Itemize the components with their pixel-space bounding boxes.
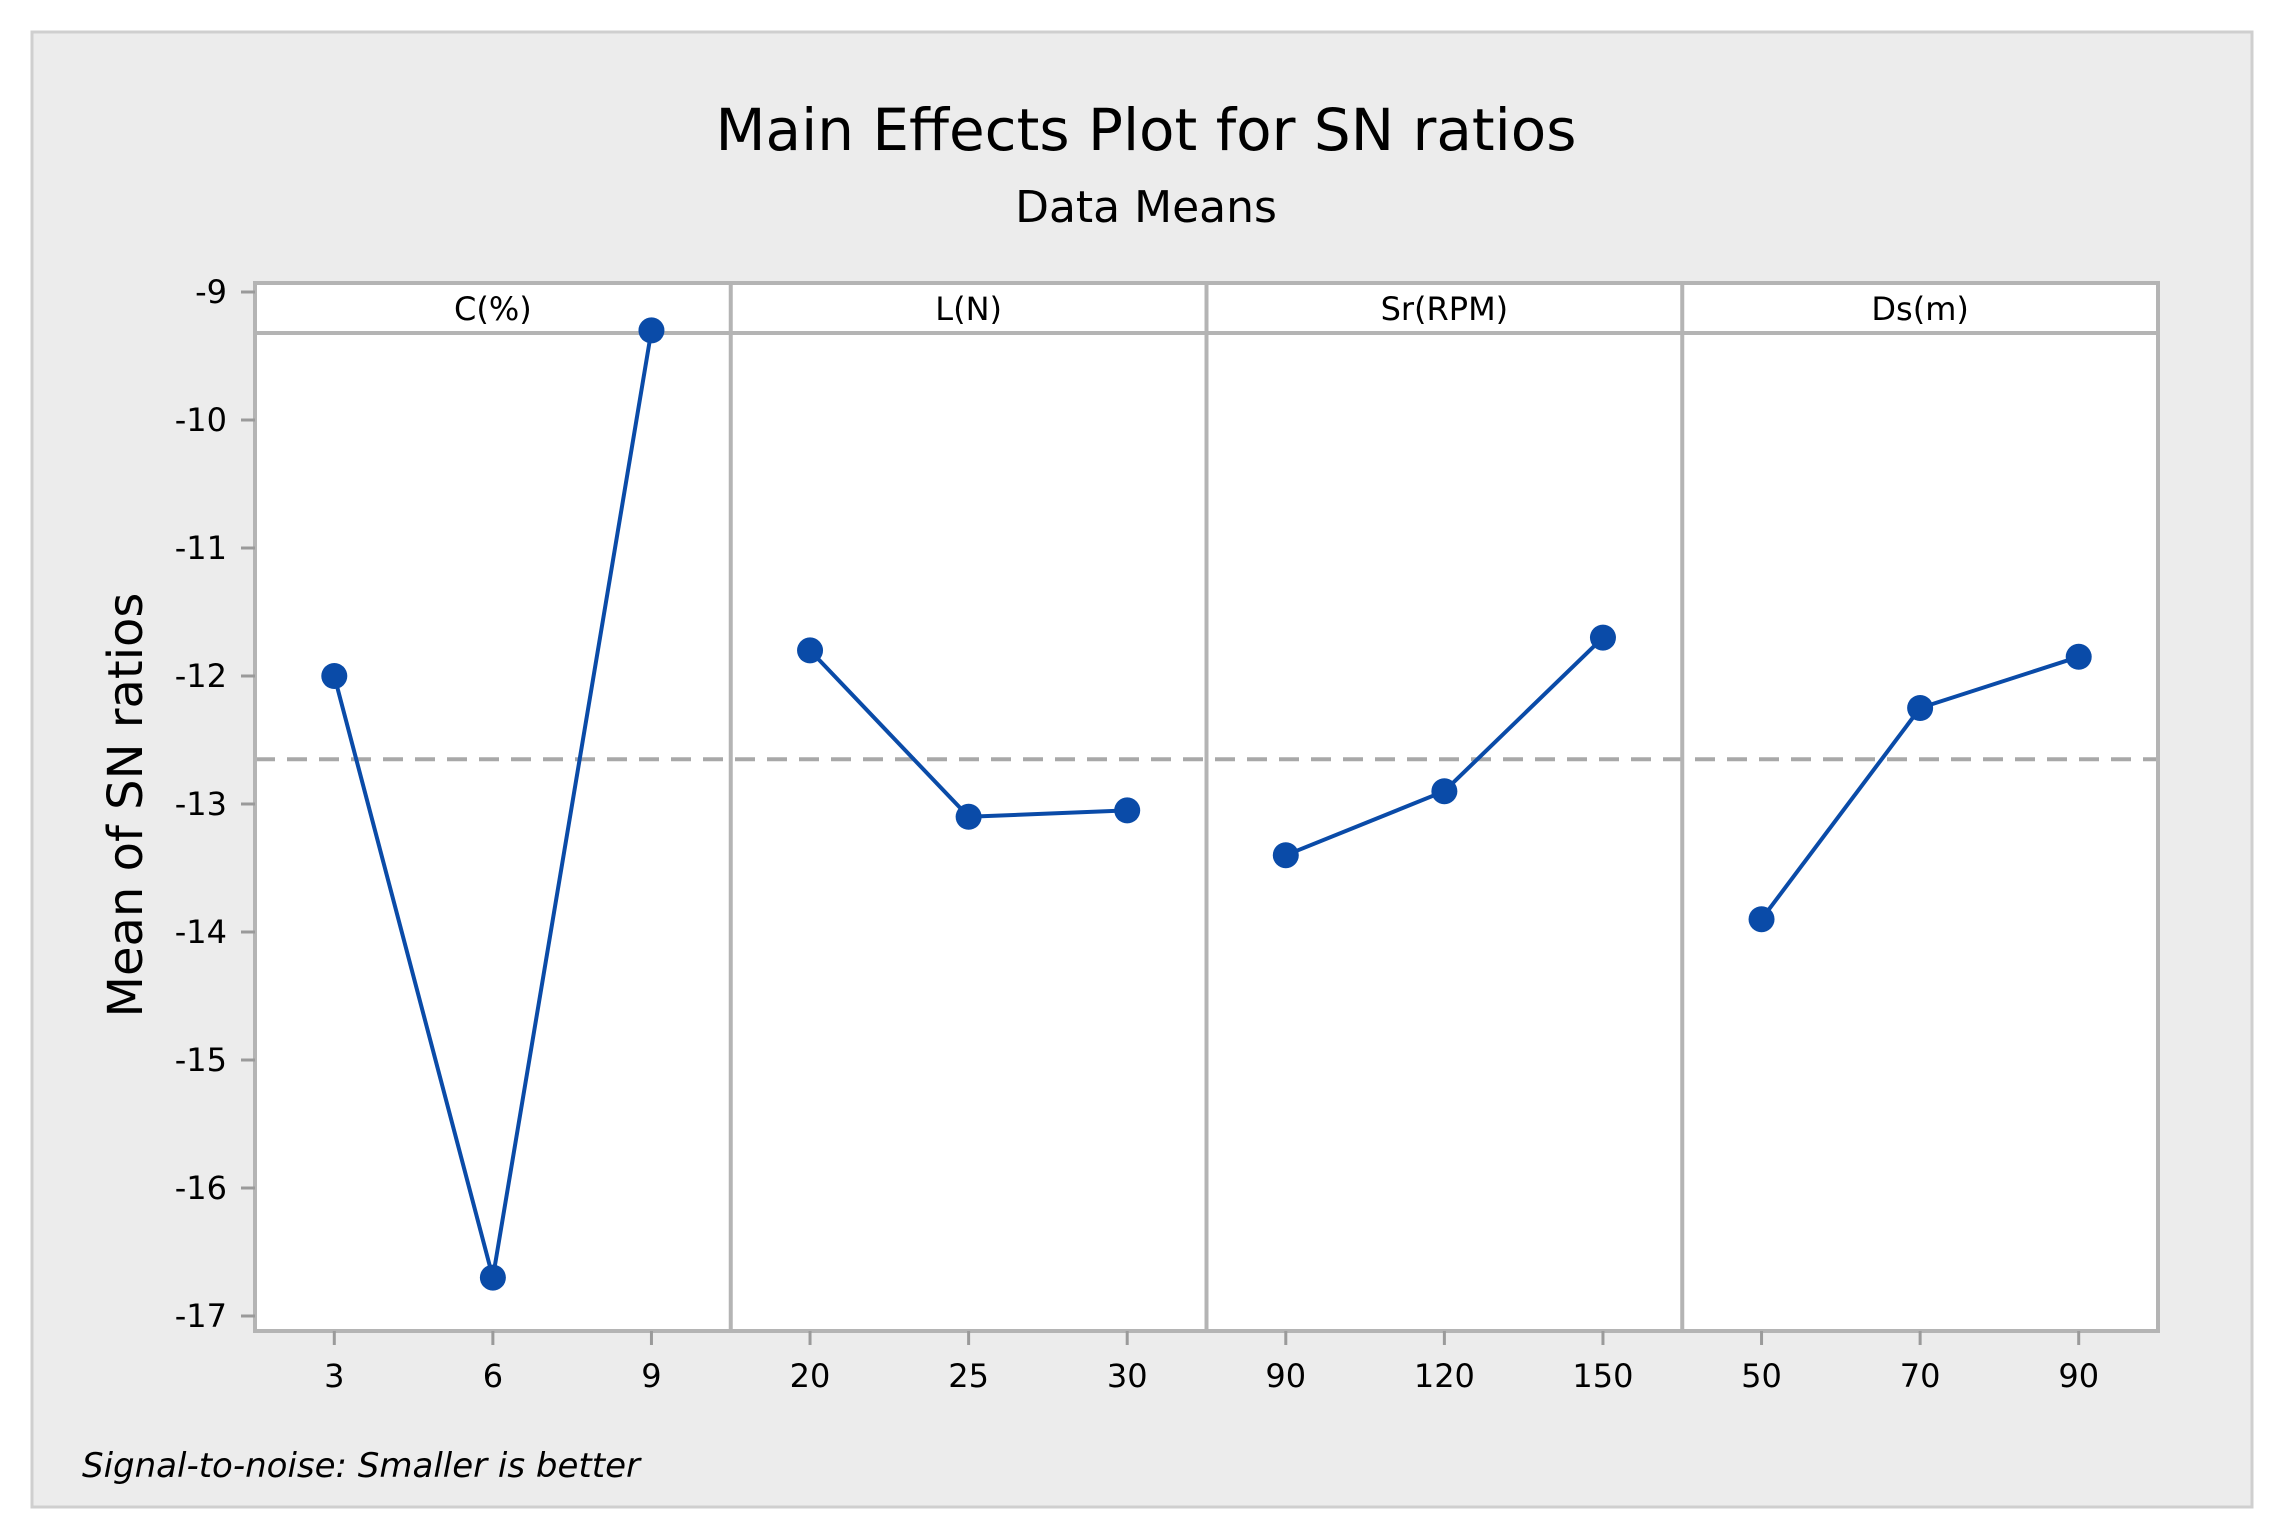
plot-area: -9 -10 -11 -12 -13 -14 -15 -16 -17 C(%) 3 6 9 L(N) 20 2…	[175, 273, 2160, 1395]
panel-header-label: Ds(m)	[1871, 290, 1968, 328]
data-point	[1272, 842, 1299, 869]
y-tick-label: -11	[175, 529, 227, 567]
y-tick-label: -14	[175, 913, 227, 951]
x-tick-label: 6	[483, 1357, 503, 1395]
data-point	[1589, 624, 1616, 651]
y-tick-label: -9	[195, 273, 227, 311]
y-axis-label: Mean of SN ratios	[98, 593, 154, 1018]
y-tick-label: -13	[175, 785, 227, 823]
data-point	[638, 317, 665, 344]
y-tick-label: -17	[175, 1297, 227, 1335]
x-tick-label: 20	[790, 1357, 831, 1395]
series-line-segment	[1442, 636, 1605, 793]
chart-title: Main Effects Plot for SN ratios	[716, 96, 1577, 164]
x-tick-label: 25	[948, 1357, 989, 1395]
panel-header-label: Sr(RPM)	[1381, 290, 1509, 328]
data-point	[321, 663, 348, 689]
footnote: Signal-to-noise: Smaller is better	[82, 1446, 642, 1486]
series-line-segment	[1759, 706, 1922, 921]
series-line-segment	[1285, 789, 1446, 858]
x-tick-label: 30	[1107, 1357, 1148, 1395]
series-line-segment	[808, 649, 971, 819]
chart-subtitle: Data Means	[1015, 182, 1277, 233]
data-point	[479, 1264, 506, 1291]
x-tick-label: 90	[2058, 1357, 2099, 1395]
panel-header-label: L(N)	[935, 290, 1002, 328]
y-tick-label: -15	[175, 1041, 227, 1079]
series-line-segment	[332, 675, 495, 1279]
y-tick-label: -16	[175, 1169, 227, 1207]
x-tick-label: 90	[1265, 1357, 1306, 1395]
data-point	[2065, 643, 2092, 670]
x-tick-label: 120	[1414, 1357, 1475, 1395]
data-point	[1748, 906, 1775, 933]
x-tick-label: 50	[1741, 1357, 1782, 1395]
series-line-segment	[1919, 654, 2080, 710]
x-tick-label: 150	[1572, 1357, 1633, 1395]
y-tick-label: -12	[175, 657, 227, 695]
x-tick-label: 70	[1900, 1357, 1941, 1395]
series-line-segment	[968, 808, 1128, 819]
data-point	[955, 803, 982, 830]
panel-header-label: C(%)	[454, 290, 532, 328]
data-point	[797, 637, 824, 664]
data-point	[1431, 778, 1458, 805]
x-tick-label: 9	[641, 1357, 661, 1395]
x-tick-label: 3	[324, 1357, 344, 1395]
plot-border	[253, 281, 2160, 1333]
data-point	[1114, 797, 1141, 824]
series-line-segment	[490, 330, 654, 1278]
y-tick-label: -10	[175, 401, 227, 439]
data-point	[1907, 695, 1934, 721]
